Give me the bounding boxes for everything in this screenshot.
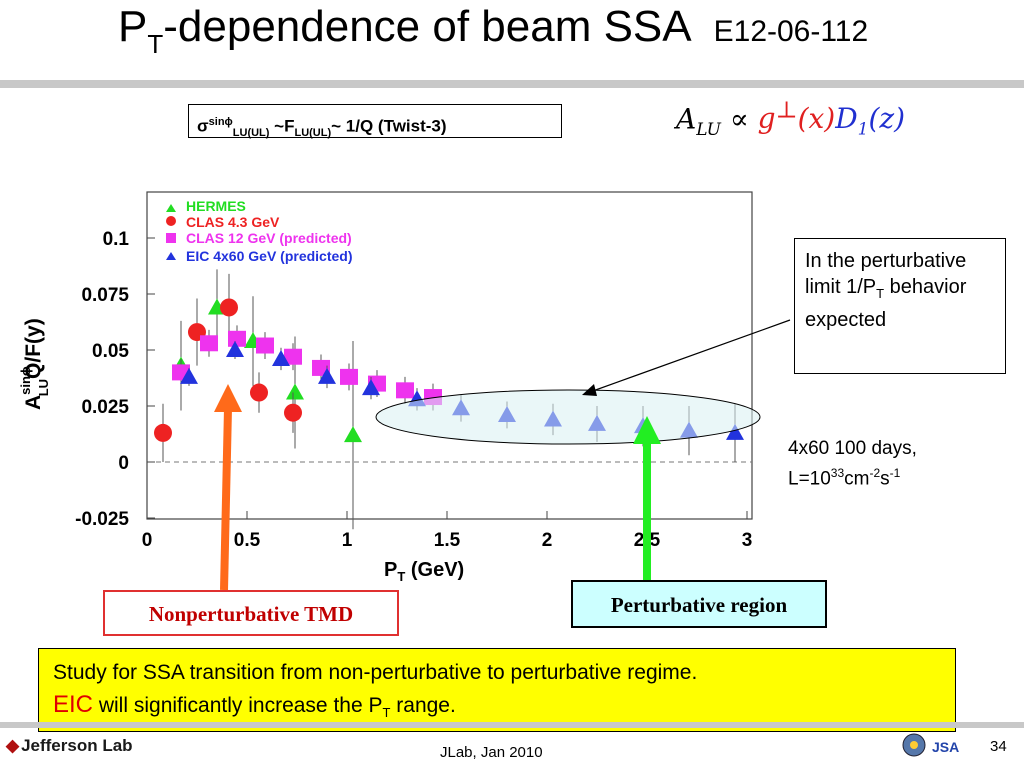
legend: HERMES CLAS 4.3 GeV CLAS 12 GeV (predict… bbox=[166, 198, 353, 264]
x-axis-label: PT (GeV) bbox=[384, 559, 464, 584]
nonpert-arrowhead bbox=[214, 384, 242, 412]
legend-eic-label: EIC 4x60 GeV (predicted) bbox=[186, 248, 353, 264]
data-point bbox=[250, 383, 268, 402]
perturbative-limit-note: In the perturbative limit 1/PT behavior … bbox=[794, 238, 1006, 374]
data-point bbox=[256, 337, 274, 354]
data-point bbox=[726, 423, 744, 440]
nonperturbative-label: Nonperturbative TMD bbox=[103, 590, 399, 636]
y-tick-label: 0.05 bbox=[92, 341, 129, 362]
nonpert-arrow bbox=[220, 407, 232, 591]
limit-callout-arrowhead bbox=[582, 384, 597, 396]
slide-title: PT-dependence of beam SSA E12-06-112 bbox=[118, 2, 869, 59]
data-point bbox=[340, 368, 358, 385]
pert-arrowhead bbox=[633, 416, 661, 444]
data-point bbox=[362, 379, 380, 396]
data-point bbox=[344, 426, 362, 443]
limit-callout-arrow bbox=[589, 319, 791, 393]
perturbative-region-ellipse bbox=[375, 389, 761, 445]
footer-date: JLab, Jan 2010 bbox=[440, 744, 543, 761]
page-number: 34 bbox=[990, 738, 1007, 755]
x-tick-label: 3 bbox=[742, 530, 753, 551]
series-hermes bbox=[172, 269, 362, 530]
study-summary-box: Study for SSA transition from non-pertur… bbox=[38, 648, 956, 732]
x-tick-label: 1 bbox=[342, 530, 353, 551]
alu-formula: ALU ∝ g⊥(x)D1(z) bbox=[676, 96, 906, 140]
x-tick-label: 1.5 bbox=[434, 530, 461, 551]
x-tick-label: 2 bbox=[542, 530, 553, 551]
data-point bbox=[154, 423, 172, 442]
experiment-code: E12-06-112 bbox=[713, 15, 869, 48]
data-point bbox=[226, 341, 244, 357]
x-tick-label: 0.5 bbox=[234, 530, 261, 551]
legend-clas12-label: CLAS 12 GeV (predicted) bbox=[186, 230, 352, 246]
x-tick-label: 0 bbox=[142, 530, 153, 551]
plot-frame bbox=[146, 191, 753, 520]
data-point bbox=[396, 382, 414, 399]
data-point bbox=[220, 298, 238, 317]
series-clas-4-3-gev bbox=[154, 273, 302, 462]
legend-clas43-marker bbox=[166, 216, 176, 226]
legend-clas43-label: CLAS 4.3 GeV bbox=[186, 214, 280, 230]
jefferson-lab-logo: ◆ Jefferson Lab bbox=[6, 736, 133, 755]
ejsa-logo: JSA bbox=[902, 733, 959, 757]
perturbative-label: Perturbative region bbox=[571, 580, 827, 628]
y-tick-label: 0.025 bbox=[81, 397, 129, 418]
legend-eic-marker bbox=[166, 252, 176, 260]
data-point bbox=[272, 349, 290, 366]
twist3-formula-box: σsinϕLU(UL) ~FLU(UL)~ 1/Q (Twist-3) bbox=[188, 104, 562, 139]
legend-clas12-marker bbox=[166, 233, 176, 243]
data-point bbox=[318, 367, 336, 384]
data-point bbox=[284, 403, 302, 422]
series-clas-12-gev-predicted- bbox=[172, 325, 442, 411]
data-point bbox=[228, 330, 246, 347]
globe-center-icon bbox=[910, 741, 918, 749]
y-tick-label: 0.075 bbox=[81, 285, 129, 306]
footer-divider bbox=[0, 722, 1024, 728]
y-tick-label: 0 bbox=[118, 453, 129, 474]
legend-hermes-marker bbox=[166, 204, 176, 212]
data-point bbox=[286, 383, 304, 400]
y-tick-label: -0.025 bbox=[75, 509, 129, 530]
y-axis-label: Asinϕ LUQ/F(y) bbox=[18, 318, 51, 410]
title-divider bbox=[0, 80, 1024, 88]
data-point bbox=[284, 348, 302, 365]
y-tick-label: 0.1 bbox=[103, 229, 130, 250]
svg-text:JSA: JSA bbox=[932, 739, 959, 755]
luminosity-note: 4x60 100 days, L=1033cm-2s-1 bbox=[788, 438, 917, 490]
data-point bbox=[200, 335, 218, 352]
legend-hermes-label: HERMES bbox=[186, 198, 246, 214]
data-point bbox=[180, 367, 198, 384]
